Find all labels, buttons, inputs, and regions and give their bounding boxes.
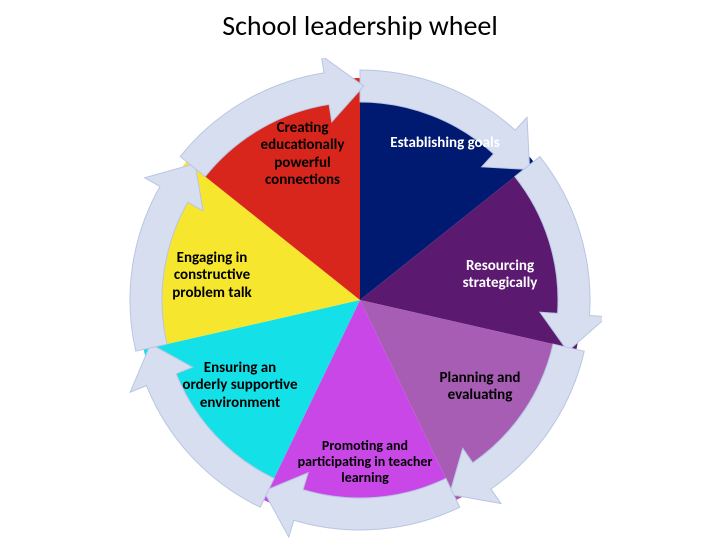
label-problem-talk: Engaging in constructive problem talk [152, 250, 272, 302]
label-establishing-goals: Establishing goals [390, 135, 500, 152]
label-powerful-connections: Creating educationally powerful connecti… [240, 120, 365, 189]
label-orderly-environment: Ensuring an orderly supportive environme… [180, 360, 300, 412]
label-planning-evaluating: Planning and evaluating [420, 370, 540, 405]
label-promoting-learning: Promoting and participating in teacher l… [295, 438, 435, 486]
label-resourcing: Resourcing strategically [440, 258, 560, 293]
diagram-title: School leadership wheel [0, 8, 720, 43]
